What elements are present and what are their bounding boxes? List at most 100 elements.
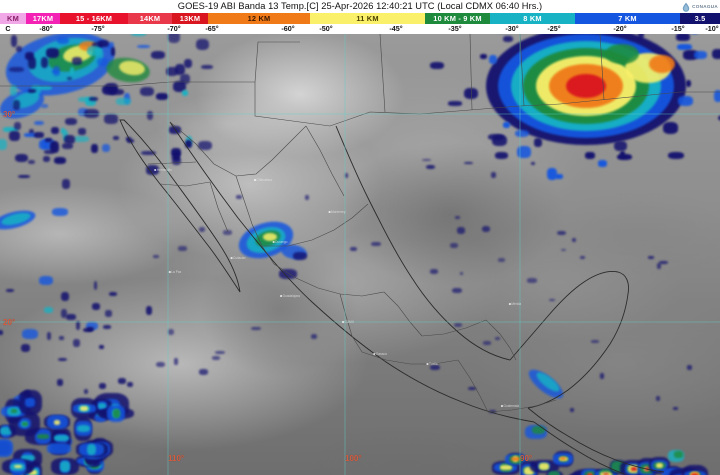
convection-cell <box>503 35 513 43</box>
conagua-logo: CONAGUA <box>682 1 718 12</box>
convection-cell <box>611 461 625 473</box>
city-marker: Hermosillo <box>154 168 172 172</box>
convection-cell <box>51 126 59 135</box>
convection-cell <box>16 45 22 53</box>
convection-cell <box>178 245 187 251</box>
convection-cell <box>170 156 180 160</box>
convection-cell <box>87 45 101 57</box>
convection-cell <box>124 92 131 104</box>
convection-cell <box>167 34 180 44</box>
convection-cell <box>42 156 51 163</box>
colorbar-segment: 7 KM <box>575 13 680 24</box>
convection-cell <box>89 96 98 101</box>
convection-cell <box>349 247 358 252</box>
convection-cell <box>53 156 66 164</box>
convection-cell <box>617 153 633 161</box>
convection-cell <box>293 252 307 260</box>
convection-cell <box>90 143 98 154</box>
convection-cell <box>168 328 175 336</box>
satellite-map[interactable]: 30° 20° 110° 100° 90° Hermosillo Chihuahua Cul… <box>0 34 720 475</box>
city-marker: Durango <box>272 240 288 244</box>
convection-cell <box>196 38 210 51</box>
convection-cell <box>682 50 699 60</box>
convection-cell <box>180 73 191 85</box>
convection-cell <box>448 101 463 106</box>
colorbar-tick-label: -70° <box>167 24 181 33</box>
convection-cell <box>657 262 662 269</box>
convection-cell <box>107 41 115 49</box>
coordinate-label: 20° <box>3 318 16 327</box>
graticule-overlay <box>0 34 720 475</box>
convection-cell <box>560 457 567 461</box>
convection-cell <box>173 80 187 92</box>
convection-cell <box>46 443 71 455</box>
convection-cell <box>105 310 112 317</box>
convection-cell <box>647 256 655 259</box>
convection-cell <box>72 57 83 65</box>
convection-cell <box>61 179 70 189</box>
city-marker: Tuxtla <box>426 362 438 366</box>
convection-cell <box>223 230 232 236</box>
city-marker: Guadalajara <box>280 294 300 298</box>
convection-cell <box>53 419 61 425</box>
colorbar-tick-label: -20° <box>613 24 627 33</box>
city-marker: Chihuahua <box>254 178 272 182</box>
convection-cell <box>61 127 66 134</box>
convection-cell <box>72 338 80 347</box>
convection-cell <box>463 88 479 99</box>
convection-cell <box>49 141 59 153</box>
colorbar-segment: KM <box>0 13 26 24</box>
convection-cell <box>494 337 501 341</box>
city-label-text: Culiacán <box>233 256 246 260</box>
city-marker: La Paz <box>168 270 181 274</box>
convection-cell <box>547 471 561 475</box>
convection-cell <box>78 128 86 136</box>
convection-cell <box>198 140 213 150</box>
convection-cell <box>65 314 76 320</box>
convection-cell <box>85 96 96 107</box>
convection-cell <box>64 117 78 126</box>
convection-cell <box>77 96 91 103</box>
convection-cell <box>713 89 720 102</box>
convection-cell <box>467 386 476 390</box>
convection-cell <box>685 79 692 88</box>
colorbar-tick-label: -35° <box>448 24 462 33</box>
city-label-text: Durango <box>275 240 288 244</box>
convection-cell <box>112 135 119 140</box>
convection-cell <box>655 462 663 469</box>
convection-cell <box>533 138 542 147</box>
convection-cell <box>631 467 637 471</box>
convection-cell <box>516 146 531 158</box>
convection-cell <box>656 395 661 402</box>
convection-cell <box>165 66 178 77</box>
city-marker: Guatemala <box>500 404 519 408</box>
convection-cell <box>515 129 530 138</box>
convection-cell <box>422 159 432 162</box>
convection-cell <box>717 114 720 122</box>
convection-cell <box>497 258 505 262</box>
convection-cell <box>185 139 192 148</box>
convection-cell <box>591 340 600 343</box>
convection-cell <box>44 138 52 142</box>
colorbar-segment: 8 KM <box>490 13 575 24</box>
convection-cell <box>310 334 318 340</box>
convection-cell <box>150 50 166 59</box>
colorbar-segment: 12 KM <box>208 13 310 24</box>
convection-cell <box>139 86 155 96</box>
convection-cell <box>171 148 182 157</box>
convection-cell <box>662 122 679 135</box>
convection-cell <box>47 332 51 340</box>
convection-cell <box>39 275 53 285</box>
convection-cell <box>681 464 708 475</box>
convection-cell <box>494 152 509 159</box>
convection-cell <box>39 138 55 150</box>
convection-cell <box>40 57 49 69</box>
convection-cell <box>87 443 97 456</box>
convection-cell <box>502 121 510 129</box>
convection-cell <box>531 426 545 434</box>
convection-cell <box>61 292 70 302</box>
convection-cell <box>64 135 76 145</box>
convection-cell <box>92 303 101 310</box>
city-label-text: Guadalajara <box>282 294 300 298</box>
convection-cell <box>115 98 131 106</box>
